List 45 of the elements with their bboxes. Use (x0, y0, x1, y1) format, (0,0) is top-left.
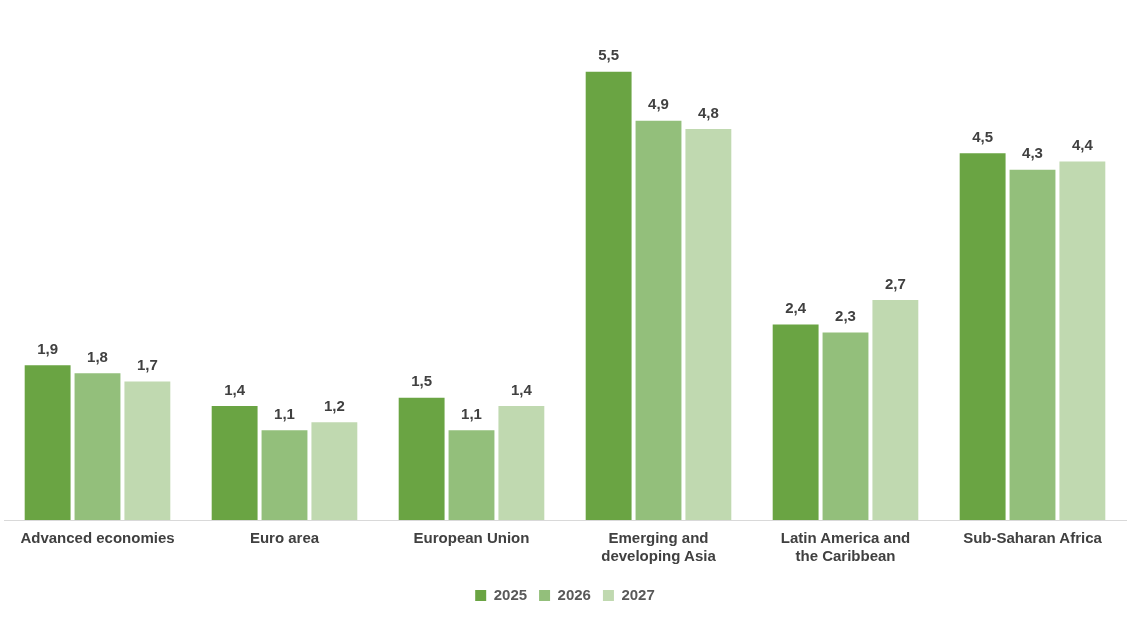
data-label: 1,4 (510, 380, 533, 398)
bar (822, 332, 869, 520)
bar (24, 365, 71, 520)
bar (585, 71, 632, 520)
bar (124, 381, 171, 520)
data-label: 4,9 (648, 95, 669, 113)
data-label: 4,3 (1022, 144, 1043, 162)
legend-label: 2025 (493, 585, 528, 603)
bar (398, 397, 445, 520)
legend-label: 2027 (621, 585, 655, 603)
bar (261, 430, 308, 520)
bar (635, 120, 682, 520)
legend-label: 2026 (557, 585, 591, 603)
bar (1009, 169, 1056, 520)
bar (872, 300, 919, 520)
bar (74, 373, 121, 520)
bar (498, 405, 545, 520)
data-label: 1,9 (37, 339, 59, 357)
data-label: 1,5 (411, 372, 433, 390)
data-label: 1,7 (136, 356, 158, 374)
data-label: 2,7 (884, 274, 906, 292)
x-tick-label: Sub-Saharan Africa (963, 529, 1103, 547)
data-label: 4,8 (697, 103, 719, 121)
data-label: 1,4 (224, 380, 246, 398)
bar (311, 422, 358, 520)
data-label: 1,1 (274, 405, 295, 423)
data-label: 1,2 (323, 396, 345, 414)
bar (448, 430, 495, 520)
bar (959, 153, 1006, 520)
data-label: 4,5 (972, 127, 994, 145)
bar (211, 405, 258, 520)
x-tick-label: Euro area (249, 529, 320, 547)
x-tick-label: Advanced economies (20, 529, 175, 547)
data-label: 4,4 (1071, 136, 1094, 154)
x-tick-label: Emerging and developing Asia (601, 529, 717, 565)
data-label: 2,3 (835, 307, 856, 325)
x-tick-label: Latin America and the Caribbean (780, 529, 911, 565)
bar (685, 128, 732, 520)
data-label: 2,4 (785, 299, 807, 317)
data-label: 1,1 (461, 405, 482, 423)
bar (1059, 161, 1106, 520)
x-tick-label: European Union (413, 529, 530, 547)
data-label: 1,8 (87, 347, 108, 365)
data-label: 5,5 (598, 46, 620, 64)
bar (772, 324, 819, 520)
